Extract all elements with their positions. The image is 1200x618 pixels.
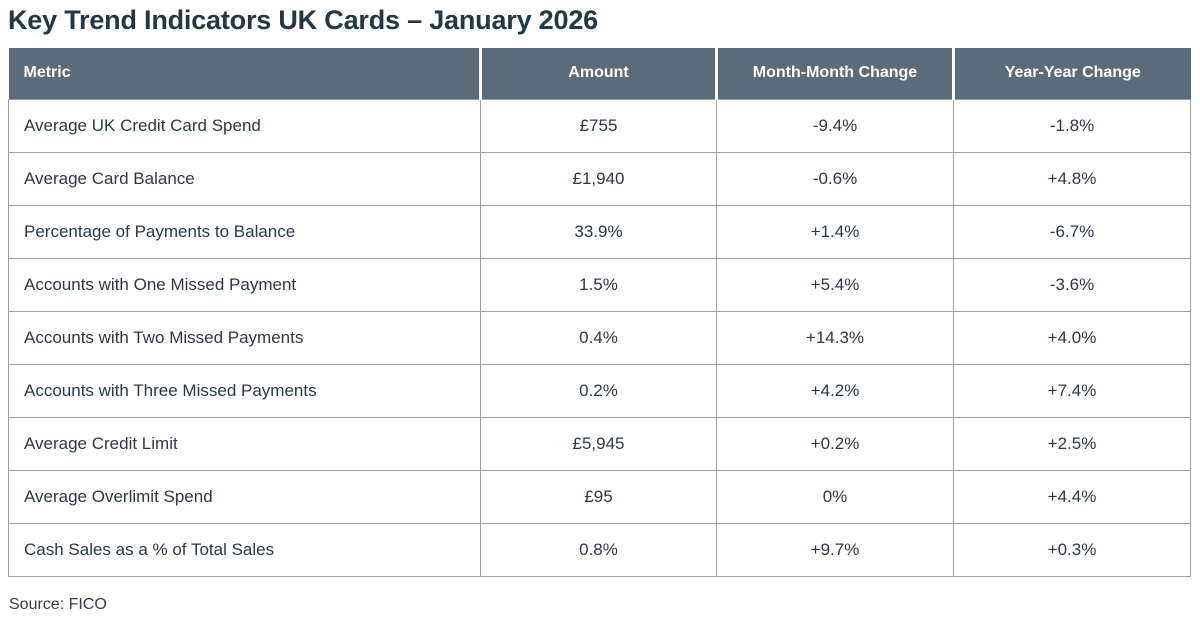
amount-cell: £5,945 [480,417,717,472]
yoy-change-cell: -6.7% [953,205,1191,260]
yoy-change-cell: +4.8% [953,152,1191,207]
column-header-yoy-change: Year-Year Change [953,47,1191,100]
mom-change-cell: +9.7% [716,523,954,578]
table-row: Accounts with Two Missed Payments 0.4% +… [8,311,1191,366]
amount-cell: £755 [480,99,717,154]
mom-change-cell: +0.2% [716,417,954,472]
table-row: Average UK Credit Card Spend £755 -9.4% … [8,99,1191,154]
mom-change-cell: +14.3% [716,311,954,366]
yoy-change-cell: +0.3% [953,523,1191,578]
table-row: Average Overlimit Spend £95 0% +4.4% [8,470,1191,525]
yoy-change-cell: -3.6% [953,258,1191,313]
mom-change-cell: -0.6% [716,152,954,207]
column-header-mom-change: Month-Month Change [716,47,955,100]
metric-cell: Accounts with Three Missed Payments [8,364,481,419]
amount-cell: 33.9% [480,205,717,260]
table-row: Accounts with One Missed Payment 1.5% +5… [8,258,1191,313]
table-row: Cash Sales as a % of Total Sales 0.8% +9… [8,523,1191,578]
mom-change-cell: 0% [716,470,954,525]
yoy-change-cell: +2.5% [953,417,1191,472]
table-body: Average UK Credit Card Spend £755 -9.4% … [8,99,1191,578]
metric-cell: Cash Sales as a % of Total Sales [8,523,481,578]
amount-cell: 1.5% [480,258,717,313]
table-header: Metric Amount Month-Month Change Year-Ye… [8,47,1191,100]
amount-cell: 0.2% [480,364,717,419]
header-row: Metric Amount Month-Month Change Year-Ye… [8,47,1191,100]
key-trend-table: Metric Amount Month-Month Change Year-Ye… [8,47,1191,578]
amount-cell: £95 [480,470,717,525]
metric-cell: Accounts with Two Missed Payments [8,311,481,366]
amount-cell: £1,940 [480,152,717,207]
column-header-amount: Amount [480,47,718,100]
table-row: Average Card Balance £1,940 -0.6% +4.8% [8,152,1191,207]
yoy-change-cell: +4.0% [953,311,1191,366]
page-title: Key Trend Indicators UK Cards – January … [8,5,598,35]
yoy-change-cell: +7.4% [953,364,1191,419]
source-note: Source: FICO [9,596,107,614]
mom-change-cell: +1.4% [716,205,954,260]
metric-cell: Percentage of Payments to Balance [8,205,481,260]
metric-cell: Average Card Balance [8,152,481,207]
mom-change-cell: -9.4% [716,99,954,154]
amount-cell: 0.8% [480,523,717,578]
mom-change-cell: +4.2% [716,364,954,419]
table-row: Percentage of Payments to Balance 33.9% … [8,205,1191,260]
metric-cell: Average UK Credit Card Spend [8,99,481,154]
table-row: Accounts with Three Missed Payments 0.2%… [8,364,1191,419]
mom-change-cell: +5.4% [716,258,954,313]
metric-cell: Accounts with One Missed Payment [8,258,481,313]
table-row: Average Credit Limit £5,945 +0.2% +2.5% [8,417,1191,472]
metric-cell: Average Credit Limit [8,417,481,472]
yoy-change-cell: -1.8% [953,99,1191,154]
column-header-metric: Metric [8,47,482,100]
amount-cell: 0.4% [480,311,717,366]
yoy-change-cell: +4.4% [953,470,1191,525]
metric-cell: Average Overlimit Spend [8,470,481,525]
